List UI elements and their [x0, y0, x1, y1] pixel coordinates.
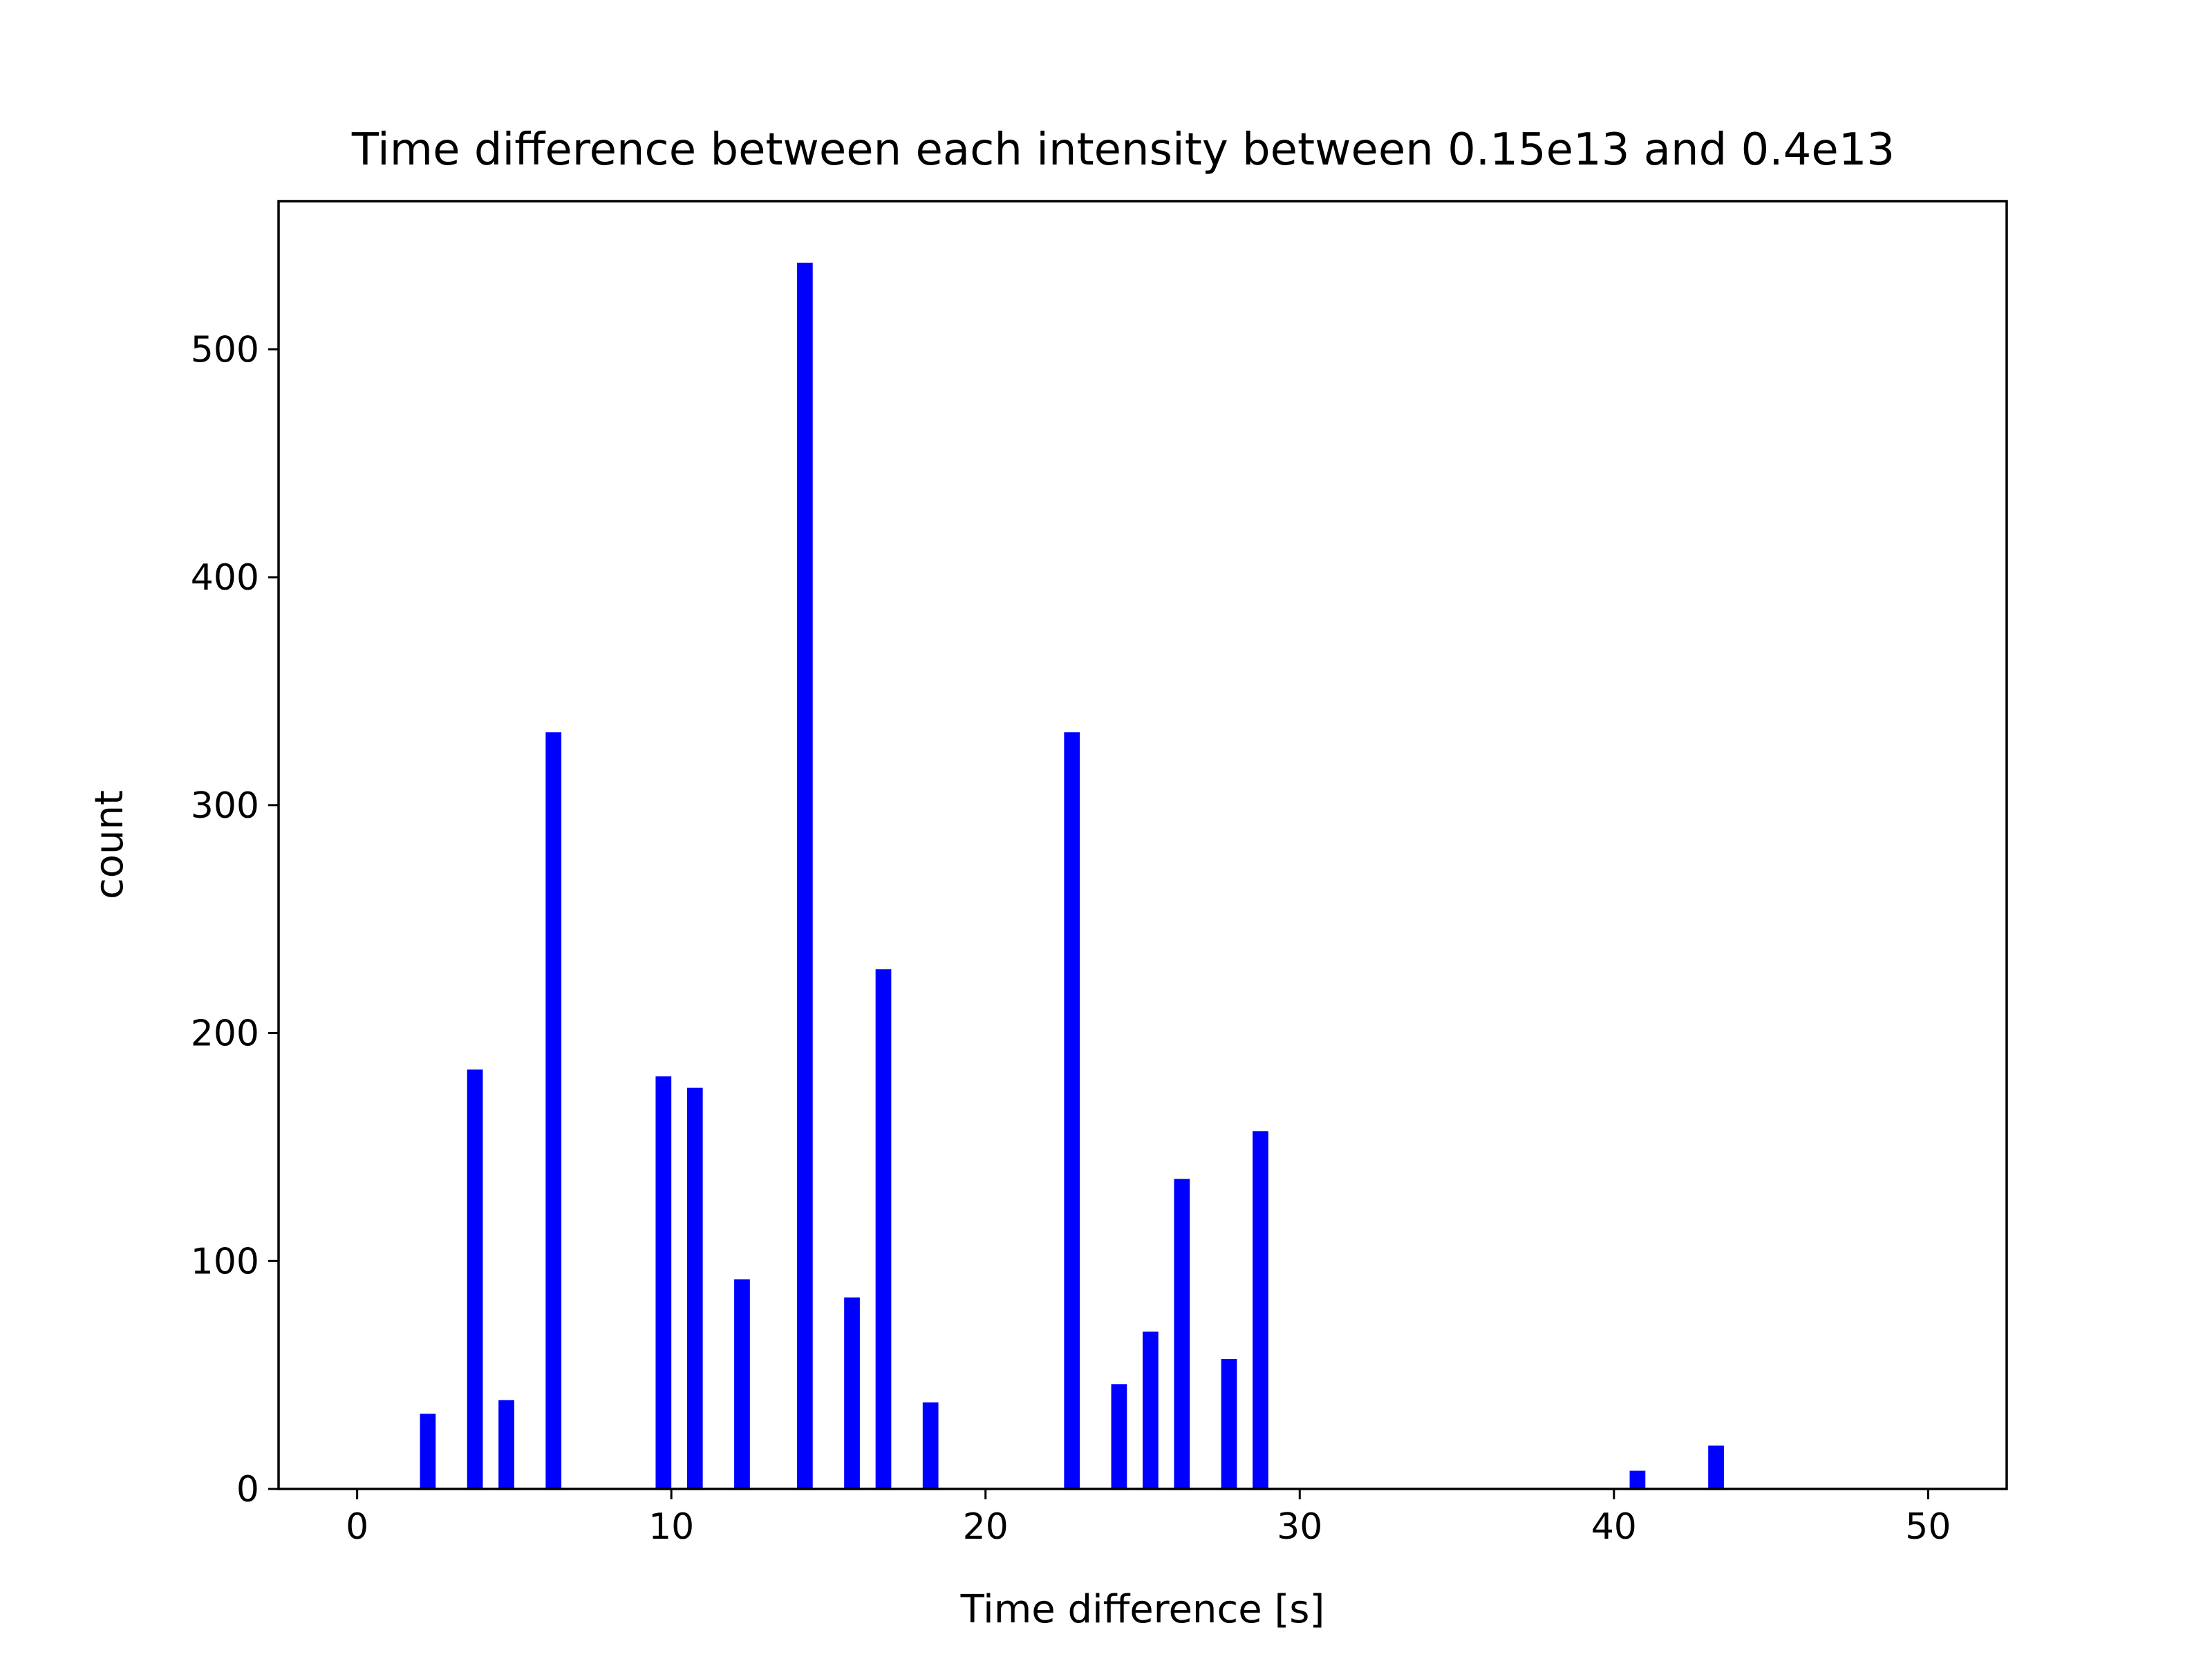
histogram-bar — [797, 263, 813, 1489]
y-axis-label: count — [87, 790, 132, 899]
y-tick-label: 200 — [191, 1013, 259, 1055]
y-tick-label: 400 — [191, 557, 259, 599]
histogram-bar — [1708, 1445, 1724, 1489]
y-tick-label: 100 — [191, 1241, 259, 1282]
x-tick-label: 50 — [1905, 1506, 1951, 1548]
histogram-bar — [1253, 1131, 1268, 1489]
histogram-bar — [1629, 1470, 1646, 1489]
plot-frame — [277, 200, 2008, 1490]
x-tick-label: 10 — [648, 1506, 694, 1548]
histogram-bar — [1064, 732, 1080, 1489]
x-tick-label: 40 — [1591, 1506, 1637, 1548]
x-tick-label: 30 — [1277, 1506, 1322, 1548]
histogram-bar — [922, 1402, 939, 1489]
histogram-bar — [686, 1087, 703, 1489]
histogram-bar — [1111, 1384, 1127, 1489]
histogram-bar — [467, 1069, 483, 1489]
histogram-bar — [875, 969, 892, 1489]
histogram-bar — [655, 1076, 672, 1489]
histogram-bar — [498, 1400, 514, 1489]
x-tick-label: 20 — [963, 1506, 1009, 1548]
histogram-bar — [734, 1279, 750, 1489]
histogram-bar — [844, 1297, 860, 1489]
y-tick-label: 0 — [236, 1469, 259, 1510]
y-tick-label: 300 — [191, 785, 259, 827]
x-tick-label: 0 — [346, 1506, 368, 1548]
x-axis-ticks: 0 10 20 30 40 50 — [346, 1489, 1951, 1548]
histogram-bar — [420, 1414, 436, 1489]
histogram-bar — [545, 732, 562, 1489]
x-axis-label: Time difference [s] — [960, 1587, 1325, 1632]
y-axis-ticks: 0 100 200 300 400 500 — [191, 329, 279, 1510]
bars-group — [420, 263, 1724, 1489]
histogram-bar — [1143, 1331, 1159, 1489]
histogram-bar — [1221, 1359, 1237, 1489]
histogram-bar — [1174, 1179, 1190, 1489]
y-tick-label: 500 — [191, 329, 259, 371]
chart-title: Time difference between each intensity b… — [351, 124, 1895, 176]
